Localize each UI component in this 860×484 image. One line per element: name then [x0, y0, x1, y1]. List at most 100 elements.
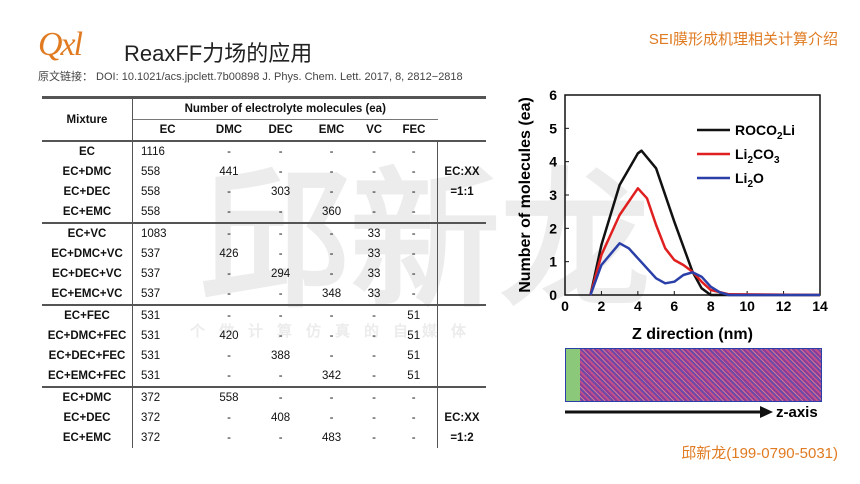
count-cell: 537	[141, 288, 161, 300]
count-cell: -	[278, 432, 283, 444]
y-axis-label: Number of molecules (ea)	[517, 97, 534, 293]
legend-text-part: Li	[783, 122, 795, 138]
count-cell: 537	[141, 268, 161, 280]
legend-text-part: ROCO	[735, 122, 777, 138]
ratio-note	[437, 305, 486, 326]
count-cell: -	[372, 392, 376, 404]
count-cell: -	[227, 288, 231, 300]
count-cell: -	[329, 330, 334, 342]
count-cell: -	[227, 432, 231, 444]
count-cell: 51	[407, 310, 421, 322]
count-cell: -	[411, 248, 416, 260]
count-cell: 1083	[141, 228, 167, 240]
electrolyte-table: Mixture Number of electrolyte molecules …	[42, 96, 486, 448]
table-row: EC+DEC+VC 537 - 294 - 33 -	[42, 264, 486, 284]
contact-info: 邱新龙(199-0790-5031)	[681, 445, 838, 462]
y-tick-label: 5	[549, 120, 557, 136]
count-cell: -	[227, 186, 231, 198]
count-cell: -	[372, 412, 376, 424]
table-row: EC+DMC+VC 537 426 - - 33 -	[42, 244, 486, 264]
table-row: EC+DMC 372 558 - - - -	[42, 387, 486, 408]
count-cell: -	[278, 248, 283, 260]
legend-text-part: O	[753, 170, 764, 186]
count-cell: -	[329, 146, 334, 158]
count-cell: -	[411, 432, 416, 444]
count-cell: -	[411, 186, 416, 198]
legend-text-part: 2	[747, 155, 753, 166]
watermark-big: 邱新龙	[200, 157, 651, 325]
count-cell: -	[411, 392, 416, 404]
column-header: FEC	[402, 124, 426, 136]
mixture-cell: EC+DMC	[42, 387, 133, 408]
count-cell: 537	[141, 248, 161, 260]
x-tick-label: 12	[776, 298, 792, 314]
legend-text-part: Li	[735, 170, 747, 186]
column-header: DEC	[268, 124, 293, 136]
mixture-cell: EC+DMC+FEC	[42, 326, 133, 346]
table-row: EC+DMC+FEC 531 420 - - - 51	[42, 326, 486, 346]
y-tick-label: 6	[549, 87, 557, 103]
ratio-note: =1:1	[437, 182, 486, 202]
count-cell: -	[329, 412, 334, 424]
count-cell: 483	[321, 432, 342, 444]
count-cell: -	[372, 330, 376, 342]
count-cell: -	[411, 288, 416, 300]
group-header: Number of electrolyte molecules (ea)	[132, 97, 438, 120]
count-cell: -	[278, 370, 283, 382]
count-cell: -	[227, 268, 231, 280]
count-cell: 372	[141, 412, 161, 424]
count-cell: -	[372, 350, 376, 362]
mixture-cell: EC+DEC	[42, 182, 133, 202]
simulation-box-image	[565, 348, 822, 402]
ratio-note	[437, 366, 486, 387]
count-cell: -	[329, 268, 334, 280]
arrow-icon	[565, 406, 773, 418]
page-title: ReaxFF力场的应用	[124, 41, 313, 66]
count-cell: -	[411, 166, 416, 178]
ratio-note	[437, 387, 486, 408]
count-cell: 558	[219, 392, 239, 404]
series-line-Li2O	[589, 242, 820, 297]
mixture-cell: EC+EMC+VC	[42, 284, 133, 305]
table-row: EC+EMC 372 - - 483 - - =1:2	[42, 428, 486, 448]
count-cell: -	[278, 392, 283, 404]
count-cell: 426	[219, 248, 239, 260]
count-cell: -	[372, 186, 376, 198]
legend-text-part: 2	[747, 179, 753, 190]
x-tick-label: 6	[670, 298, 678, 314]
count-cell: 388	[271, 350, 291, 362]
column-header: EC	[159, 124, 176, 136]
legend-text-part: Li	[735, 146, 747, 162]
count-cell: -	[372, 166, 376, 178]
count-cell: 420	[219, 330, 239, 342]
count-cell: -	[329, 350, 334, 362]
count-cell: 372	[141, 432, 161, 444]
count-cell: -	[411, 206, 416, 218]
legend-label: ROCO2Li	[735, 122, 795, 142]
count-cell: -	[411, 412, 416, 424]
y-tick-label: 3	[549, 187, 557, 203]
count-cell: -	[227, 412, 231, 424]
column-header: DMC	[215, 124, 243, 136]
count-cell: -	[329, 228, 334, 240]
x-tick-label: 14	[812, 298, 828, 314]
count-cell: 294	[271, 268, 291, 280]
doi-reference: 原文链接： DOI: 10.1021/acs.jpclett.7b00898 J…	[38, 71, 463, 83]
count-cell: -	[411, 146, 416, 158]
x-tick-label: 0	[561, 298, 569, 314]
count-cell: 33	[367, 248, 381, 260]
count-cell: 51	[407, 370, 421, 382]
table-row: EC+DEC 558 - 303 - - - =1:1	[42, 182, 486, 202]
x-tick-label: 10	[739, 298, 755, 314]
count-cell: -	[329, 392, 334, 404]
count-cell: 372	[141, 392, 161, 404]
ratio-note	[437, 264, 486, 284]
table-row: EC+EMC+FEC 531 - - 342 - 51	[42, 366, 486, 387]
table-row: EC+EMC+VC 537 - - 348 33 -	[42, 284, 486, 305]
legend-label: Li2CO3	[735, 146, 780, 166]
count-cell: 303	[271, 186, 291, 198]
y-tick-label: 4	[549, 154, 557, 170]
legend-text-part: 3	[774, 155, 780, 166]
table-row: EC+FEC 531 - - - - 51	[42, 305, 486, 326]
